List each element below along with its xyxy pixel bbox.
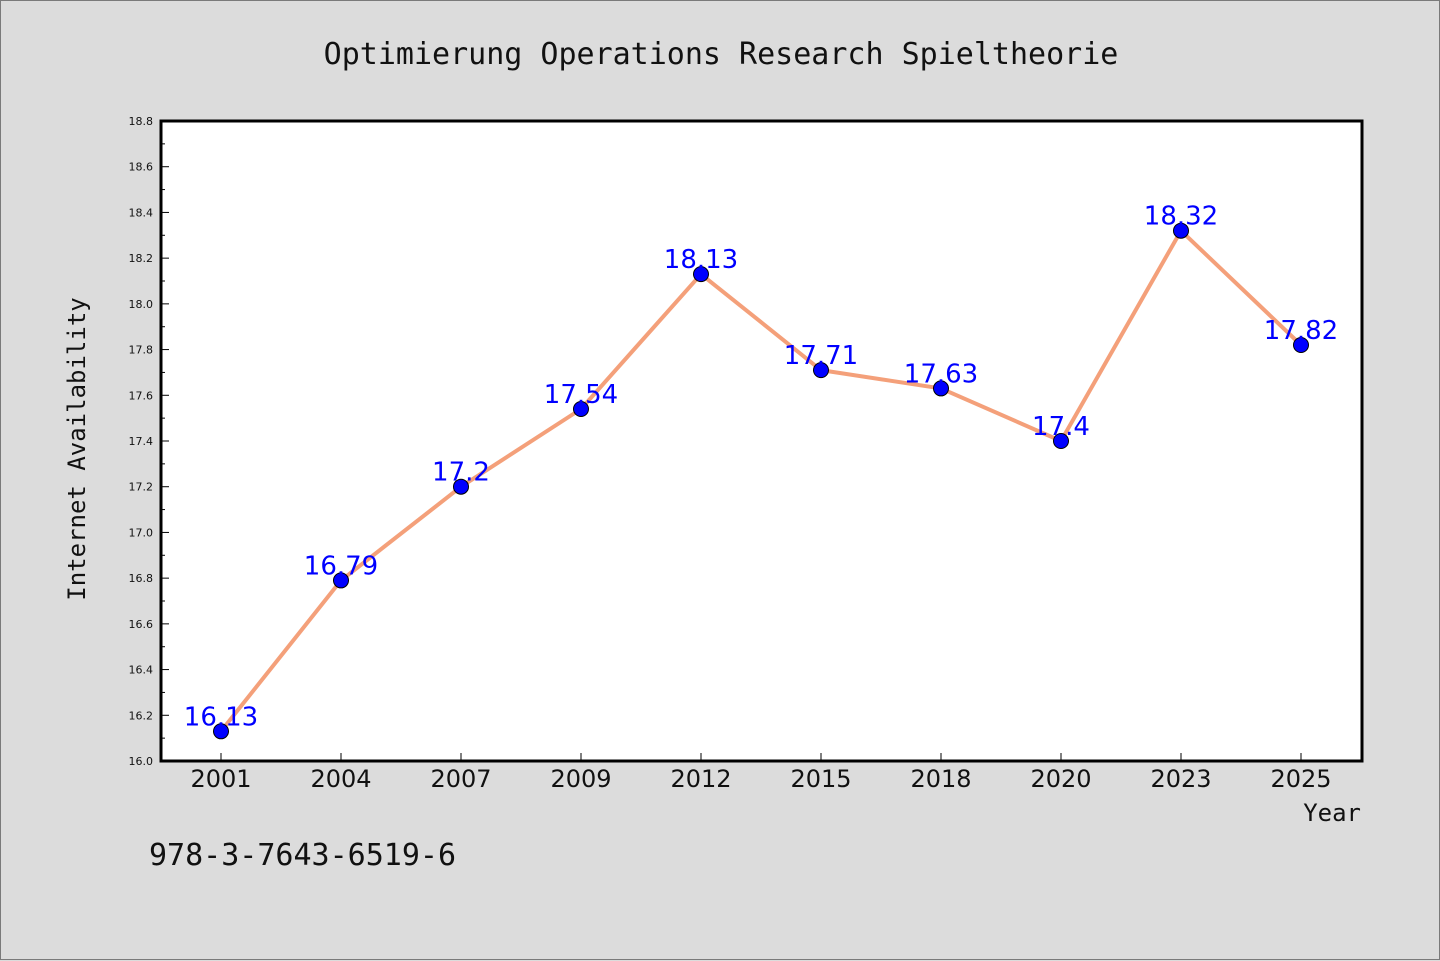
chart-title: Optimierung Operations Research Spielthe… [324, 37, 1119, 72]
x-tick-label: 2020 [1030, 765, 1091, 793]
series-line [219, 228, 1303, 734]
series-layer: 16.13 16.79 17.2 17.54 18.13 17.71 17.63 17.4 18… [184, 202, 1338, 740]
data-label: 17.71 [784, 341, 858, 371]
data-point [1053, 433, 1069, 449]
y-tick-label: 16.8 [129, 572, 154, 585]
data-label: 17.54 [544, 380, 618, 410]
data-label: 16.79 [304, 551, 378, 581]
data-label: 17.63 [904, 359, 978, 389]
x-tick-label: 2018 [910, 765, 971, 793]
y-tick-label: 16.0 [129, 755, 154, 768]
data-label: 17.4 [1032, 412, 1090, 442]
y-tick-label: 18.4 [129, 206, 154, 219]
y-tick-label: 17.4 [129, 435, 154, 448]
y-axis-ticks: 16.0 16.2 16.4 16.6 16.8 17.0 17.2 17.4 17.6 17.8… [129, 115, 169, 768]
x-tick-label: 2007 [430, 765, 491, 793]
y-tick-label: 17.2 [129, 481, 154, 494]
plot-border [159, 119, 1364, 763]
data-point [813, 362, 829, 379]
x-tick-label: 2023 [1150, 765, 1211, 793]
y-axis-label: Internet Availability [63, 297, 91, 600]
x-tick-label: 2012 [670, 765, 731, 793]
y-tick-label: 17.0 [129, 526, 154, 539]
data-point [1173, 222, 1189, 239]
y-tick-label: 16.2 [129, 709, 154, 722]
y-tick-label: 18.8 [129, 115, 154, 128]
data-point [933, 380, 949, 397]
footer-code: 978-3-7643-6519-6 [149, 838, 456, 873]
y-tick-label: 18.2 [129, 252, 154, 265]
y-tick-label: 17.8 [129, 344, 154, 357]
y-tick-label: 18.6 [129, 161, 154, 174]
data-point [453, 478, 469, 495]
data-point [333, 572, 349, 589]
x-tick-label: 2009 [550, 765, 611, 793]
x-tick-label: 2004 [310, 765, 371, 793]
x-tick-label: 2025 [1270, 765, 1331, 793]
data-point [573, 401, 589, 417]
data-label: 17.2 [432, 458, 490, 488]
x-axis-ticks: 2001 2004 2007 2009 2012 2015 2018 2020 2023 2025 [190, 753, 1332, 793]
data-point [1293, 337, 1309, 353]
plot-area [161, 121, 1362, 761]
y-tick-label: 16.6 [129, 618, 154, 631]
x-tick-label: 2001 [190, 765, 251, 793]
data-label: 16.13 [184, 702, 258, 732]
data-point [693, 266, 709, 283]
y-tick-label: 18.0 [129, 298, 154, 311]
x-axis-label: Year [1303, 799, 1361, 827]
data-label: 18.13 [664, 245, 738, 275]
data-label: 17.82 [1264, 316, 1338, 346]
y-tick-label: 16.4 [129, 664, 154, 677]
data-point [213, 723, 229, 740]
x-tick-label: 2015 [790, 765, 851, 793]
data-label: 18.32 [1144, 202, 1218, 232]
y-tick-label: 17.6 [129, 389, 154, 402]
